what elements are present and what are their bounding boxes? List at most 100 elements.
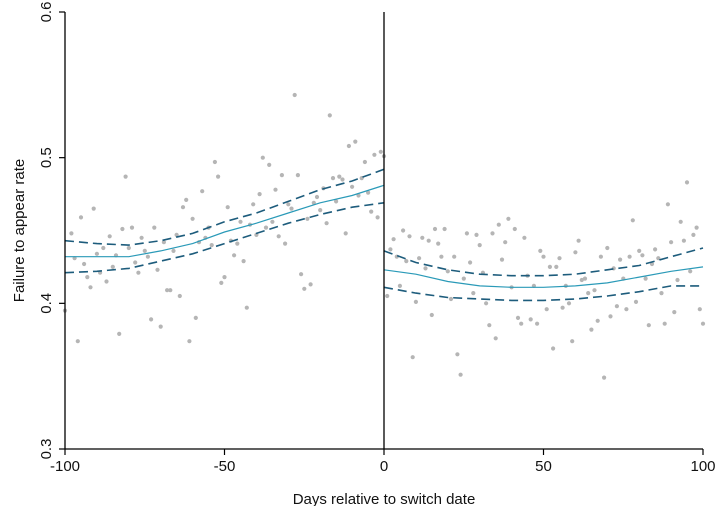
data-point xyxy=(129,225,135,230)
fit-line xyxy=(65,184,385,258)
data-point xyxy=(133,260,138,265)
data-point xyxy=(477,243,482,248)
data-point xyxy=(152,225,157,230)
data-point xyxy=(123,174,128,179)
y-tick-label: 0.4 xyxy=(38,293,55,314)
data-point xyxy=(697,307,702,312)
data-point xyxy=(94,251,99,256)
data-point xyxy=(353,139,358,144)
data-point xyxy=(299,272,304,277)
data-point xyxy=(506,216,511,221)
data-point xyxy=(273,187,278,192)
axes xyxy=(64,12,703,450)
data-point xyxy=(665,202,671,207)
data-point xyxy=(270,219,275,224)
data-point xyxy=(503,240,508,245)
data-point xyxy=(184,197,189,202)
data-point xyxy=(528,317,533,322)
fit-line xyxy=(383,266,704,288)
data-point xyxy=(448,296,454,302)
data-point xyxy=(423,266,428,271)
data-point xyxy=(330,176,336,181)
data-point xyxy=(78,215,84,220)
data-point xyxy=(260,155,265,160)
data-point xyxy=(110,264,115,269)
data-point xyxy=(212,159,217,165)
data-point xyxy=(366,190,371,195)
data-point xyxy=(238,219,243,224)
data-point xyxy=(675,277,680,283)
data-point xyxy=(432,226,438,232)
data-point xyxy=(120,226,125,232)
data-point xyxy=(595,318,600,323)
data-point xyxy=(420,235,425,240)
data-point xyxy=(190,216,195,221)
data-point xyxy=(401,228,406,233)
data-point xyxy=(662,321,667,326)
x-tick-label: 100 xyxy=(690,458,715,475)
data-point xyxy=(499,257,505,262)
data-point xyxy=(493,336,498,341)
data-point xyxy=(187,339,192,344)
x-tick-label: -50 xyxy=(214,458,236,475)
data-point xyxy=(426,238,431,243)
data-point xyxy=(340,177,345,182)
ci-upper-line xyxy=(64,168,385,246)
data-point xyxy=(295,173,300,178)
data-point xyxy=(145,254,150,259)
data-point xyxy=(566,301,572,306)
data-point xyxy=(318,208,323,213)
x-axis-title: Days relative to switch date xyxy=(293,491,476,506)
data-point xyxy=(471,291,476,296)
data-point xyxy=(436,241,441,246)
data-point xyxy=(193,315,198,320)
data-point xyxy=(289,206,294,211)
data-point xyxy=(442,226,447,232)
ci-lower-line xyxy=(383,285,703,302)
data-point xyxy=(627,254,632,259)
fit-lines xyxy=(64,168,704,302)
data-point xyxy=(82,261,87,267)
data-point xyxy=(177,293,182,299)
data-point xyxy=(560,305,565,310)
data-point xyxy=(694,225,699,230)
data-point xyxy=(464,231,469,236)
data-point xyxy=(410,355,415,360)
data-point xyxy=(643,276,648,281)
data-point xyxy=(512,226,517,232)
data-point xyxy=(149,317,154,322)
data-point xyxy=(337,174,342,179)
data-point xyxy=(372,152,377,157)
data-point xyxy=(101,245,106,251)
data-point xyxy=(174,232,179,237)
data-point xyxy=(452,254,457,259)
data-point xyxy=(404,259,409,264)
data-point xyxy=(139,235,144,240)
data-point xyxy=(241,259,246,264)
data-point xyxy=(618,257,623,262)
y-tick-label: 0.6 xyxy=(38,2,55,23)
data-point xyxy=(85,275,90,280)
data-point xyxy=(216,174,221,179)
data-point xyxy=(369,209,374,214)
data-point xyxy=(104,279,109,284)
data-point xyxy=(165,288,170,293)
data-point xyxy=(302,286,307,291)
data-point xyxy=(678,219,683,224)
data-point xyxy=(458,372,463,377)
data-point xyxy=(388,247,393,252)
data-point xyxy=(554,264,559,269)
data-point xyxy=(232,253,237,258)
data-point xyxy=(155,267,160,272)
data-point xyxy=(637,248,642,253)
data-point xyxy=(672,310,677,315)
data-point xyxy=(445,269,450,274)
data-point xyxy=(375,215,380,220)
data-point xyxy=(468,260,473,265)
data-point xyxy=(630,218,635,223)
data-point xyxy=(544,307,549,312)
data-point xyxy=(592,288,597,293)
y-tick-label: 0.3 xyxy=(38,439,55,460)
data-point xyxy=(168,288,173,293)
data-point xyxy=(538,248,543,253)
